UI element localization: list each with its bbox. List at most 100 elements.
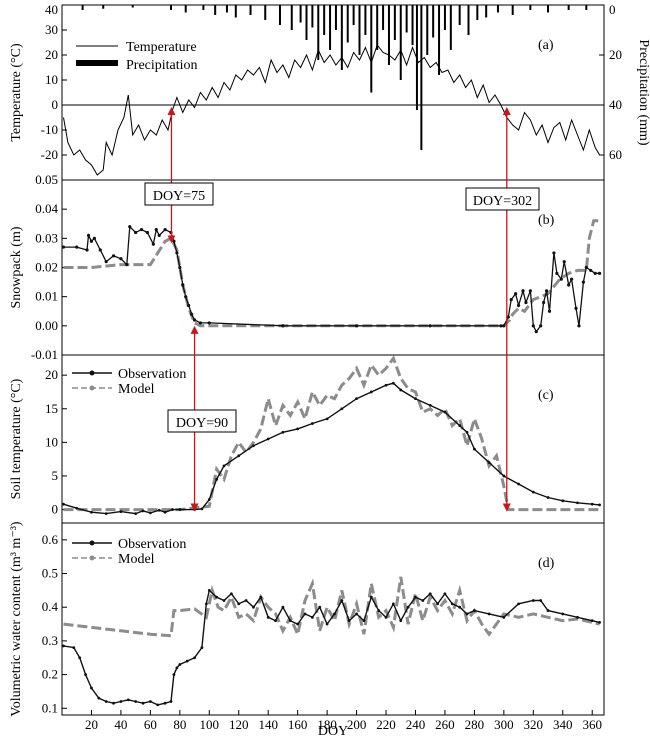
panel-d-ytick-label: 0.5: [42, 566, 58, 581]
soil-temp-observation-point: [178, 508, 182, 511]
panel-b-ytick-label: -0.01: [31, 347, 58, 362]
vwc-observation-point: [303, 612, 307, 616]
snowpack-observation-point: [181, 283, 185, 287]
x-tick-label: 300: [494, 717, 514, 732]
soil-temp-observation-point: [134, 512, 138, 515]
panel-a-ytick-label: 20: [45, 47, 58, 62]
snowpack-observation-point: [516, 303, 521, 308]
snowpack-observation-point: [581, 280, 585, 284]
vwc-observation-point: [84, 673, 87, 676]
snowpack-observation-point: [119, 257, 123, 261]
snowpack-observation-point: [531, 324, 535, 328]
vwc-observation-point: [325, 622, 329, 626]
panel-b-label: (b): [538, 213, 555, 228]
doy90-annotation-box: [167, 409, 237, 433]
snowpack-observation-point: [562, 260, 566, 264]
soil-temp-observation-point: [200, 507, 204, 511]
panel-a-ytick-label: -10: [41, 122, 58, 137]
vwc-observation-point: [450, 602, 454, 606]
soil-temp-observation-point: [207, 498, 211, 501]
panel-d-label: (d): [538, 556, 555, 571]
snowpack-observation-point: [128, 225, 132, 229]
snowpack-observation-point: [577, 324, 581, 328]
panel-a-frame: [61, 4, 605, 181]
x-tick-label: 220: [376, 717, 396, 732]
vwc-observation-point: [590, 619, 594, 623]
soil-temp-observation-point: [598, 503, 601, 507]
legend-c-model-marker: [89, 385, 95, 391]
soil-temp-observation-point: [531, 490, 535, 494]
soil-temp-observation-point: [252, 444, 255, 448]
vwc-observation-point: [90, 686, 93, 690]
snowpack-observation-point: [555, 271, 559, 275]
panel-c-ylabel: Soil temperature (°C): [9, 378, 24, 499]
doy302-annotation-box: [465, 187, 540, 211]
vwc-observation-point: [178, 663, 182, 666]
panel-d-ytick-label: 0.1: [42, 700, 58, 715]
snowpack-observation-point: [190, 312, 194, 316]
vwc-observation-point: [97, 696, 101, 700]
soil-temp-observation-point: [237, 454, 241, 458]
soil-temp-observation-point: [325, 417, 329, 421]
vwc-observation-point: [78, 656, 82, 660]
snowpack-observation-point: [172, 239, 176, 243]
vwc-observation-point: [428, 592, 432, 596]
soil-temp-observation-point: [576, 501, 579, 505]
vwc-observation-point: [539, 599, 543, 602]
snowpack-observation-point: [75, 245, 79, 249]
vwc-observation-point: [156, 703, 160, 707]
snowpack-observation-point: [354, 324, 359, 328]
soil-temp-observation-point: [590, 502, 594, 506]
soil-temp-observation-point: [487, 461, 491, 464]
panel-a-y2tick-label: 60: [609, 147, 622, 162]
vwc-observation-point: [72, 646, 76, 650]
vwc-observation-point: [193, 656, 196, 660]
vwc-observation-point: [384, 615, 388, 619]
vwc-observation-point: [598, 620, 601, 624]
snowpack-observation-point: [567, 283, 571, 287]
snowpack-observation-line: [63, 225, 600, 333]
panel-c-ytick-label: 5: [52, 468, 59, 483]
panel-a-y2tick-label: 0: [609, 2, 616, 17]
panel-d-frame: [61, 522, 605, 716]
panel-a-y2tick-label: 20: [609, 47, 622, 62]
snowpack-observation-point: [89, 239, 94, 243]
panel-b-ytick-label: 0.05: [35, 172, 58, 187]
vwc-observation-point: [458, 605, 462, 609]
snowpack-observation-point: [593, 271, 597, 275]
vwc-observation-point: [487, 612, 491, 616]
snowpack-observation-point: [534, 330, 538, 334]
vwc-observation-point: [517, 602, 520, 606]
snowpack-observation-point: [428, 324, 432, 328]
snowpack-observation-point: [61, 245, 66, 249]
panel-a-y2tick-label: 40: [609, 97, 622, 112]
vwc-observation-point: [546, 609, 550, 612]
vwc-observation-point: [126, 698, 130, 702]
doy75-annotation-label: DOY=75: [153, 189, 205, 204]
snowpack-observation-point: [157, 233, 161, 238]
vwc-observation-point: [561, 612, 565, 616]
soil-temp-observation-point: [157, 508, 161, 512]
vwc-observation-point: [421, 599, 425, 602]
soil-temp-observation-point: [90, 510, 93, 514]
soil-temp-observation-point: [414, 397, 417, 401]
x-tick-label: 260: [435, 717, 455, 732]
vwc-observation-point: [288, 619, 292, 623]
soil-temp-model-line: [63, 355, 600, 512]
vwc-observation-point: [134, 700, 138, 703]
vwc-observation-point: [465, 612, 469, 616]
vwc-observation-point: [355, 612, 358, 616]
vwc-observation-point: [62, 644, 65, 648]
panel-c-ytick-label: 20: [45, 367, 58, 382]
snowpack-observation-point: [86, 233, 91, 238]
legend-c-model-label: Model: [118, 382, 155, 397]
vwc-observation-point: [207, 588, 211, 592]
snowpack-observation-point: [134, 230, 138, 235]
soil-temp-observation-point: [296, 427, 300, 431]
vwc-observation-point: [112, 701, 115, 705]
snowpack-observation-point: [178, 265, 182, 270]
soil-temp-observation-point: [148, 511, 152, 515]
panel-c-ytick-label: 10: [45, 434, 58, 449]
vwc-observation-point: [414, 595, 417, 599]
snowpack-observation-point: [509, 297, 513, 302]
